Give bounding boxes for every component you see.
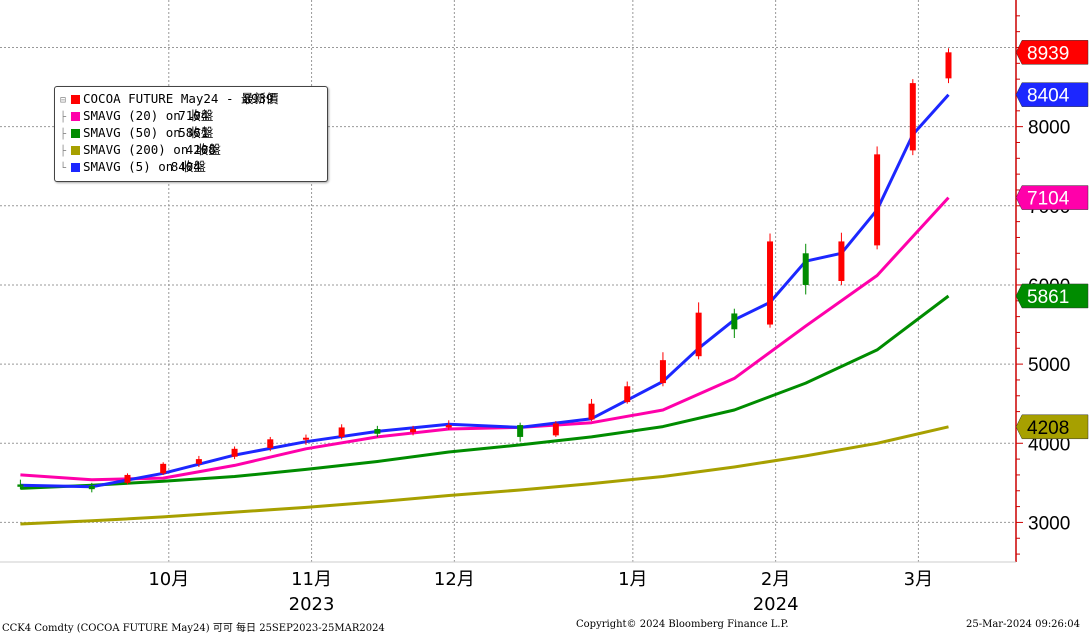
- value-tag: 5861: [1015, 283, 1089, 309]
- legend-value: 8939: [243, 91, 274, 106]
- value-tag: 8939: [1015, 40, 1089, 65]
- month-label: 10月: [148, 569, 189, 590]
- legend-label: SMAVG (50) on 收盤: [83, 125, 214, 140]
- month-label: 11月: [291, 569, 332, 590]
- candle-body: [231, 448, 238, 457]
- legend-swatch: [71, 95, 80, 104]
- tree-branch-icon: ├: [60, 146, 67, 157]
- candle-body: [267, 439, 274, 449]
- candlesticks: [17, 48, 952, 493]
- candle-body: [124, 474, 131, 483]
- price-tick-label: 3000: [1028, 513, 1070, 534]
- time-axis: 10月 11月 12月 1月 2月 3月 2023 2024: [0, 561, 1016, 615]
- sma-line-sma50: [20, 294, 950, 490]
- candle-body: [909, 83, 916, 151]
- footer-ticker: CCK4 Comdty (COCOA FUTURE May24) 可可 每日 2…: [2, 623, 385, 634]
- candle-body: [195, 459, 202, 464]
- sma-line-sma20: [20, 196, 950, 482]
- legend-value: 4208: [185, 142, 216, 157]
- legend-item-sma200: ├ SMAVG (200) on 收盤 4208: [60, 142, 221, 158]
- candle-body: [445, 425, 452, 428]
- candle-body: [588, 403, 595, 420]
- month-label: 3月: [904, 569, 933, 590]
- gridlines: [0, 0, 1014, 562]
- last-value-tags: 8939 8404 7104 5861 4208: [1015, 40, 1089, 440]
- tree-branch-icon: ├: [60, 129, 67, 140]
- legend-item-sma20: ├ SMAVG (20) on 收盤 7104: [60, 108, 213, 124]
- legend-value: 5861: [178, 125, 209, 140]
- value-tag-label: 8939: [1027, 43, 1069, 64]
- candle-body: [945, 52, 952, 79]
- candle-body: [624, 386, 631, 403]
- candle-body: [374, 429, 381, 434]
- legend-swatch: [71, 163, 80, 172]
- legend-label: SMAVG (5) on 收盤: [83, 159, 206, 174]
- legend-label: COCOA FUTURE May24 - 最新價: [83, 91, 279, 106]
- legend-item-price: ⊟ COCOA FUTURE May24 - 最新價 8939: [60, 91, 279, 107]
- value-tag-bg: [1015, 283, 1089, 309]
- candle-body: [552, 423, 559, 436]
- footer-copyright: Copyright© 2024 Bloomberg Finance L.P.: [576, 619, 789, 630]
- candle-body: [410, 429, 417, 433]
- legend-swatch: [71, 129, 80, 138]
- legend-label: SMAVG (200) on 收盤: [83, 142, 221, 157]
- month-label: 2月: [761, 569, 790, 590]
- price-tick-label: 4000: [1028, 434, 1070, 455]
- month-label: 1月: [618, 569, 647, 590]
- tree-branch-icon: ├: [60, 112, 67, 123]
- tree-collapse-icon[interactable]: ⊟: [60, 95, 67, 106]
- value-tag-bg: [1015, 185, 1089, 210]
- value-tag: 4208: [1015, 414, 1089, 440]
- value-tag-bg: [1015, 82, 1089, 107]
- legend-swatch: [71, 146, 80, 155]
- value-tag: 8404: [1015, 82, 1089, 107]
- legend-value: 8404: [170, 159, 201, 174]
- value-tag-bg: [1015, 40, 1089, 65]
- candle-body: [517, 425, 524, 437]
- legend-swatch: [71, 112, 80, 121]
- moving-average-lines: [20, 93, 950, 526]
- candle-body: [88, 486, 95, 490]
- legend-item-sma5: └ SMAVG (5) on 收盤 8404: [60, 159, 206, 175]
- candle-body: [695, 312, 702, 357]
- legend-item-sma50: ├ SMAVG (50) on 收盤 5861: [60, 125, 213, 141]
- candle-body: [874, 154, 881, 246]
- legend-label: SMAVG (20) on 收盤: [83, 108, 214, 123]
- candle-body: [302, 437, 309, 440]
- candle-body: [731, 313, 738, 330]
- candle-body: [802, 253, 809, 285]
- candle-body: [659, 360, 666, 384]
- price-tick-label: 5000: [1028, 355, 1070, 376]
- year-label: 2024: [753, 594, 799, 615]
- sma-line-sma200: [20, 425, 949, 526]
- value-tag-label: 5861: [1027, 287, 1069, 308]
- candle-body: [838, 241, 845, 281]
- candle-body: [160, 463, 167, 474]
- value-tag-label: 4208: [1027, 418, 1069, 439]
- footer-timestamp: 25-Mar-2024 09:26:04: [966, 619, 1081, 630]
- value-tag-label: 8404: [1027, 86, 1070, 107]
- year-label: 2023: [289, 594, 335, 615]
- chart-legend: ⊟ COCOA FUTURE May24 - 最新價 8939 ├ SMAVG (2…: [54, 86, 328, 182]
- price-tick-label: 8000: [1028, 118, 1070, 139]
- value-tag-bg: [1015, 414, 1089, 440]
- month-label: 12月: [434, 569, 475, 590]
- value-tag: 7104: [1015, 185, 1089, 210]
- candle-body: [338, 427, 345, 437]
- tree-end-icon: └: [60, 163, 67, 174]
- candle-body: [767, 241, 774, 325]
- legend-value: 7104: [178, 108, 209, 123]
- candle-body: [17, 484, 24, 487]
- value-tag-label: 7104: [1027, 189, 1070, 210]
